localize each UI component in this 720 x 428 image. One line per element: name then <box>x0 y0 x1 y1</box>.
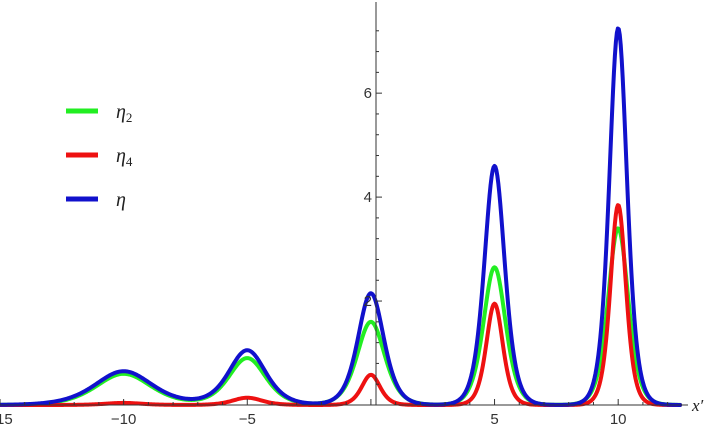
x-tick-label: −5 <box>239 411 256 428</box>
x-tick-label: −15 <box>0 411 13 428</box>
legend-label-1: η4 <box>116 145 133 169</box>
legend-label-2: η <box>116 189 126 211</box>
y-tick-label: 6 <box>364 85 372 102</box>
x-axis-label: x′ <box>691 396 704 415</box>
series-line-2 <box>0 26 682 407</box>
x-tick-label: −10 <box>111 411 136 428</box>
axes: −15 −10 −5 5 10 2 4 6 x′ <box>0 2 704 428</box>
x-tick-label: 5 <box>490 411 498 428</box>
legend: η2 η4 η <box>66 101 133 211</box>
curves <box>0 26 682 407</box>
legend-label-0: η2 <box>116 101 132 125</box>
x-tick-label: 10 <box>610 411 627 428</box>
series-line-1 <box>0 203 682 407</box>
y-tick-label: 4 <box>364 189 372 206</box>
y-tick-label: 2 <box>364 293 372 310</box>
